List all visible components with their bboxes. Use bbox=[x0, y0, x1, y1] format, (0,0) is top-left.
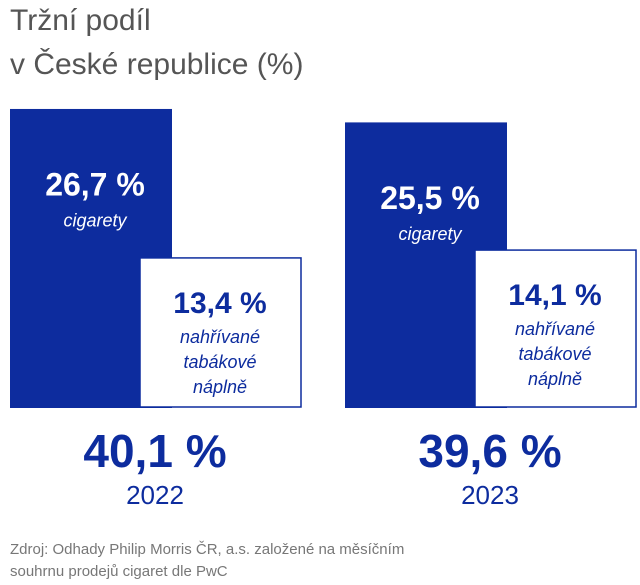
source-note: Zdroj: Odhady Philip Morris ČR, a.s. zal… bbox=[10, 541, 404, 558]
value-label: 25,5 % bbox=[380, 180, 480, 216]
series-label: nahřívané tabákové náplně bbox=[180, 327, 260, 397]
series-label: nahřívané tabákové náplně bbox=[515, 319, 595, 389]
chart-title: Tržní podíl bbox=[10, 4, 151, 37]
value-label: 13,4 % bbox=[173, 287, 266, 320]
chart-title: v České republice (%) bbox=[10, 47, 303, 81]
x-tick-label: 2023 bbox=[461, 480, 519, 510]
series-label: cigarety bbox=[63, 211, 127, 231]
x-tick-label: 2022 bbox=[126, 480, 184, 510]
value-label: 14,1 % bbox=[508, 279, 601, 312]
bar bbox=[139, 257, 302, 408]
total-label: 40,1 % bbox=[83, 425, 226, 477]
series-label: cigarety bbox=[398, 224, 462, 244]
bar bbox=[474, 249, 637, 408]
source-note: souhrnu prodejů cigaret dle PwC bbox=[10, 563, 228, 580]
value-label: 26,7 % bbox=[45, 166, 145, 202]
total-label: 39,6 % bbox=[418, 425, 561, 477]
